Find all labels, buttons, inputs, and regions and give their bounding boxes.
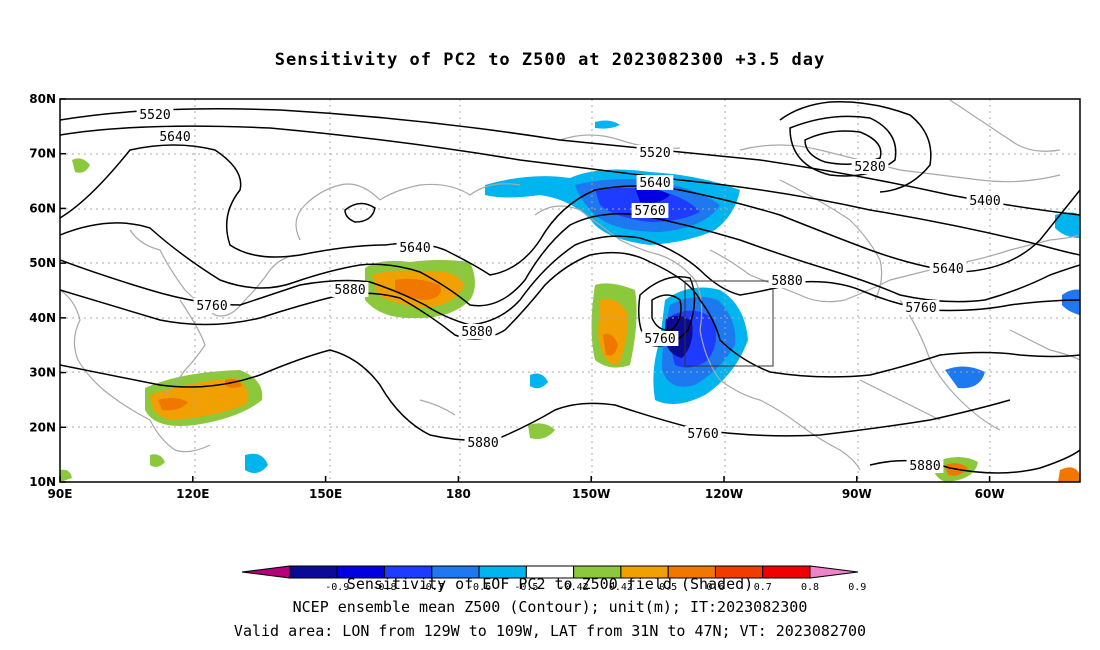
contour-label-bg [396,240,434,255]
contour-label-bg [136,107,174,122]
y-tick-label: 60N [29,201,56,215]
contour-label: 5760 [634,204,665,219]
colorbar-tick-label: -0.7 [420,582,444,593]
contour-label-bg [636,175,674,190]
y-tick-label: 10N [29,475,56,489]
colorbar-tick-label: -0.5 [514,582,538,593]
contour-label-bg [906,458,944,473]
contour-label: 5760 [196,299,227,314]
contour-label-bg [768,273,806,288]
valid-area-box [684,280,774,367]
y-tick-label: 30N [29,366,56,380]
y-axis: 80N 70N 60N 50N 40N 30N 20N 10N [29,92,66,489]
colorbar-tick-label: -0.6 [467,582,491,593]
contour-label-bg [631,203,669,218]
contour-label-bg [193,298,231,313]
contour-label: 5640 [399,241,430,256]
colorbar: -0.9 -0.8 -0.7 -0.6 -0.5 -0.42 0.42 0.5 0.6 0.7 0.… [241,565,866,593]
x-tick-label: 90W [842,487,872,501]
y-tick-label: 70N [29,147,56,161]
contour-label-bg [902,300,940,315]
chart-title: Sensitivity of PC2 to Z500 at 2023082300… [274,50,826,70]
contour-label: 5880 [467,436,498,451]
contour-label: 5640 [932,262,963,277]
contour-label: 5520 [139,108,170,123]
x-tick-label: 150E [309,487,342,501]
colorbar-tick-label: 0.42 [609,582,633,593]
contour-label-bg [966,193,1004,208]
contour-label: 5640 [639,176,670,191]
contour-label: 5520 [639,146,670,161]
y-tick-label: 80N [29,92,56,106]
contour-label: 5640 [159,130,190,145]
contour-label: 5880 [461,325,492,340]
colorbar-tick-label: -0.42 [559,582,589,593]
contour-label-bg [684,426,722,441]
map-frame [59,98,1081,483]
contour-label: 5880 [334,283,365,298]
colorbar-tick-label: 0.6 [706,582,724,593]
contour-label-bg [929,261,967,276]
contour-label: 5280 [854,160,885,175]
colorbar-tick-label: -0.9 [325,582,349,593]
contour-label-bg [641,331,679,346]
x-tick-label: 150W [572,487,610,501]
map-background [60,99,1080,482]
x-tick-label: 180 [446,487,471,501]
x-tick-label: 60W [975,487,1005,501]
colorbar-title: Sensitivity of EOF PC2 to Z500 field (Sh… [346,575,754,593]
colorbar-tick-label: -0.8 [372,582,396,593]
colorbar-tick-label: 0.8 [801,582,819,593]
contour-label-bg [636,145,674,160]
x-axis: 90E 120E 150E 180 150W 120W 90W 60W [48,476,1005,501]
colorbar-tick-label: 0.9 [848,582,866,593]
contour-labels: 5520 5640 5520 5640 5760 5280 5400 5640 5880 5640… [136,107,1004,474]
y-tick-label: 50N [29,256,56,270]
sensitivity-shading [60,120,1080,482]
footer-valid-area: Valid area: LON from 129W to 109W, LAT f… [233,622,867,640]
y-tick-label: 40N [29,311,56,325]
contour-label-bg [458,324,496,339]
contour-label: 5400 [969,194,1000,209]
contour-label-bg [851,159,889,174]
contour-label: 5880 [909,459,940,474]
footer-contour-info: NCEP ensemble mean Z500 (Contour); unit(… [292,598,808,616]
contour-label: 5760 [905,301,936,316]
x-tick-label: 120E [176,487,209,501]
x-tick-label: 120W [705,487,743,501]
colorbar-high-arrow [809,565,859,579]
contour-label-bg [156,129,194,144]
contour-label-bg [331,282,369,297]
contour-label: 5760 [644,332,675,347]
x-tick-label: 90E [48,487,73,501]
contour-label-bg [464,435,502,450]
contour-label: 5880 [771,274,802,289]
contour-label: 5760 [687,427,718,442]
y-tick-label: 20N [29,420,56,434]
colorbar-tick-label: 0.5 [659,582,677,593]
colorbar-tick-label: 0.7 [754,582,772,593]
